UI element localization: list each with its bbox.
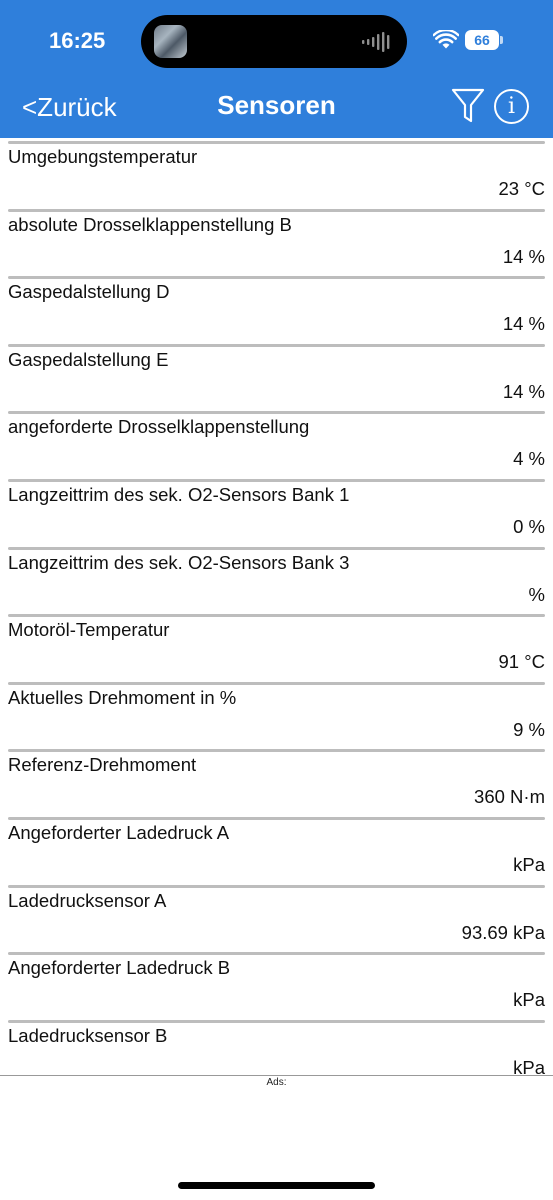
island-thumbnail-icon <box>154 25 187 58</box>
wifi-icon <box>433 30 459 49</box>
sensor-value: 0 % <box>513 515 545 537</box>
sensor-label: Gaspedalstellung D <box>8 281 170 303</box>
info-button[interactable]: i <box>494 89 529 124</box>
ads-label: Ads: <box>266 1077 287 1088</box>
row-separator <box>8 749 545 753</box>
sensor-value: 23 °C <box>498 178 545 199</box>
row-separator <box>8 478 545 482</box>
sensor-value: 9 % <box>513 718 545 740</box>
home-indicator[interactable] <box>178 1182 375 1189</box>
sensor-label: Motoröl-Temperatur <box>8 619 170 641</box>
row-separator <box>8 614 545 618</box>
dynamic-island[interactable] <box>141 15 407 68</box>
sensor-row[interactable]: Gaspedalstellung E 14 % <box>0 341 553 409</box>
row-separator <box>8 343 545 347</box>
sensor-label: Umgebungstemperatur <box>8 146 198 167</box>
sensor-row[interactable]: absolute Drosselklappenstellung B 14 % <box>0 206 553 274</box>
back-button[interactable]: <Zurück <box>22 92 117 122</box>
row-separator <box>8 681 545 685</box>
status-time: 16:25 <box>49 28 106 53</box>
row-separator <box>8 276 545 280</box>
row-separator <box>8 141 545 144</box>
row-separator <box>8 411 545 415</box>
sensor-row[interactable]: Motoröl-Temperatur 91 °C <box>0 611 553 679</box>
sensor-label: Angeforderter Ladedruck A <box>8 821 230 843</box>
sensor-value: 4 % <box>513 448 545 470</box>
sensor-label: absolute Drosselklappenstellung B <box>8 213 292 235</box>
sensor-row[interactable]: Langzeittrim des sek. O2-Sensors Bank 1 0… <box>0 476 553 544</box>
sensor-value: kPa <box>513 1056 545 1075</box>
sensor-value: 14 % <box>502 313 545 335</box>
sensor-value: kPa <box>513 853 545 875</box>
sensor-row[interactable]: Langzeittrim des sek. O2-Sensors Bank 3% <box>0 544 553 612</box>
sensor-row[interactable]: Ladedrucksensor B kPa <box>0 1017 553 1075</box>
row-separator <box>8 546 545 550</box>
sensor-row[interactable]: Referenz-Drehmoment 360 N·m <box>0 746 553 814</box>
sensor-label: Angeforderter Ladedruck B <box>8 957 231 979</box>
sensor-label: Aktuelles Drehmoment in % <box>8 686 237 708</box>
sensor-label: Langzeittrim des sek. O2-Sensors Bank 3 <box>8 551 350 573</box>
sensor-value: 360 N·m <box>474 786 545 808</box>
sensor-value: 93.69 kPa <box>461 921 545 943</box>
ad-banner[interactable]: Ads: <box>0 1075 553 1200</box>
sensor-value: kPa <box>513 989 545 1011</box>
sensor-row[interactable]: Angeforderter Ladedruck A kPa <box>0 814 553 882</box>
sensor-label: angeforderte Drosselklappenstellung <box>8 416 310 438</box>
row-separator <box>8 816 545 820</box>
sensor-row[interactable]: Umgebungstemperatur 23 °C <box>0 138 553 206</box>
audio-wave-icon <box>362 32 390 52</box>
row-separator <box>8 884 545 888</box>
sensor-list[interactable]: Umgebungstemperatur 23 °C absolute Drossel… <box>0 138 553 1075</box>
sensor-label: Ladedrucksensor A <box>8 889 167 911</box>
sensor-row[interactable]: Gaspedalstellung D 14 % <box>0 273 553 341</box>
row-separator <box>8 1019 545 1023</box>
row-separator <box>8 208 545 212</box>
sensor-value: 14 % <box>502 380 545 402</box>
sensor-row[interactable]: Ladedrucksensor A 93.69 kPa <box>0 882 553 950</box>
sensor-label: Gaspedalstellung E <box>8 348 169 370</box>
battery-tip <box>500 36 503 44</box>
sensor-row[interactable]: Angeforderter Ladedruck B kPa <box>0 949 553 1017</box>
filter-icon[interactable] <box>451 88 485 124</box>
sensor-label: Langzeittrim des sek. O2-Sensors Bank 1 <box>8 483 350 505</box>
battery-icon: 66 <box>465 30 499 50</box>
sensor-value: 91 °C <box>498 651 545 673</box>
header-bar: 16:25 66 <Zurück Sensoren i <box>0 0 553 138</box>
sensor-value: 14 % <box>502 245 545 267</box>
sensor-label: Ladedrucksensor B <box>8 1024 168 1046</box>
sensor-value: % <box>528 583 545 605</box>
sensor-row[interactable]: angeforderte Drosselklappenstellung 4 % <box>0 408 553 476</box>
sensor-label: Referenz-Drehmoment <box>8 754 197 776</box>
row-separator <box>8 952 545 956</box>
sensor-row[interactable]: Aktuelles Drehmoment in % 9 % <box>0 679 553 747</box>
